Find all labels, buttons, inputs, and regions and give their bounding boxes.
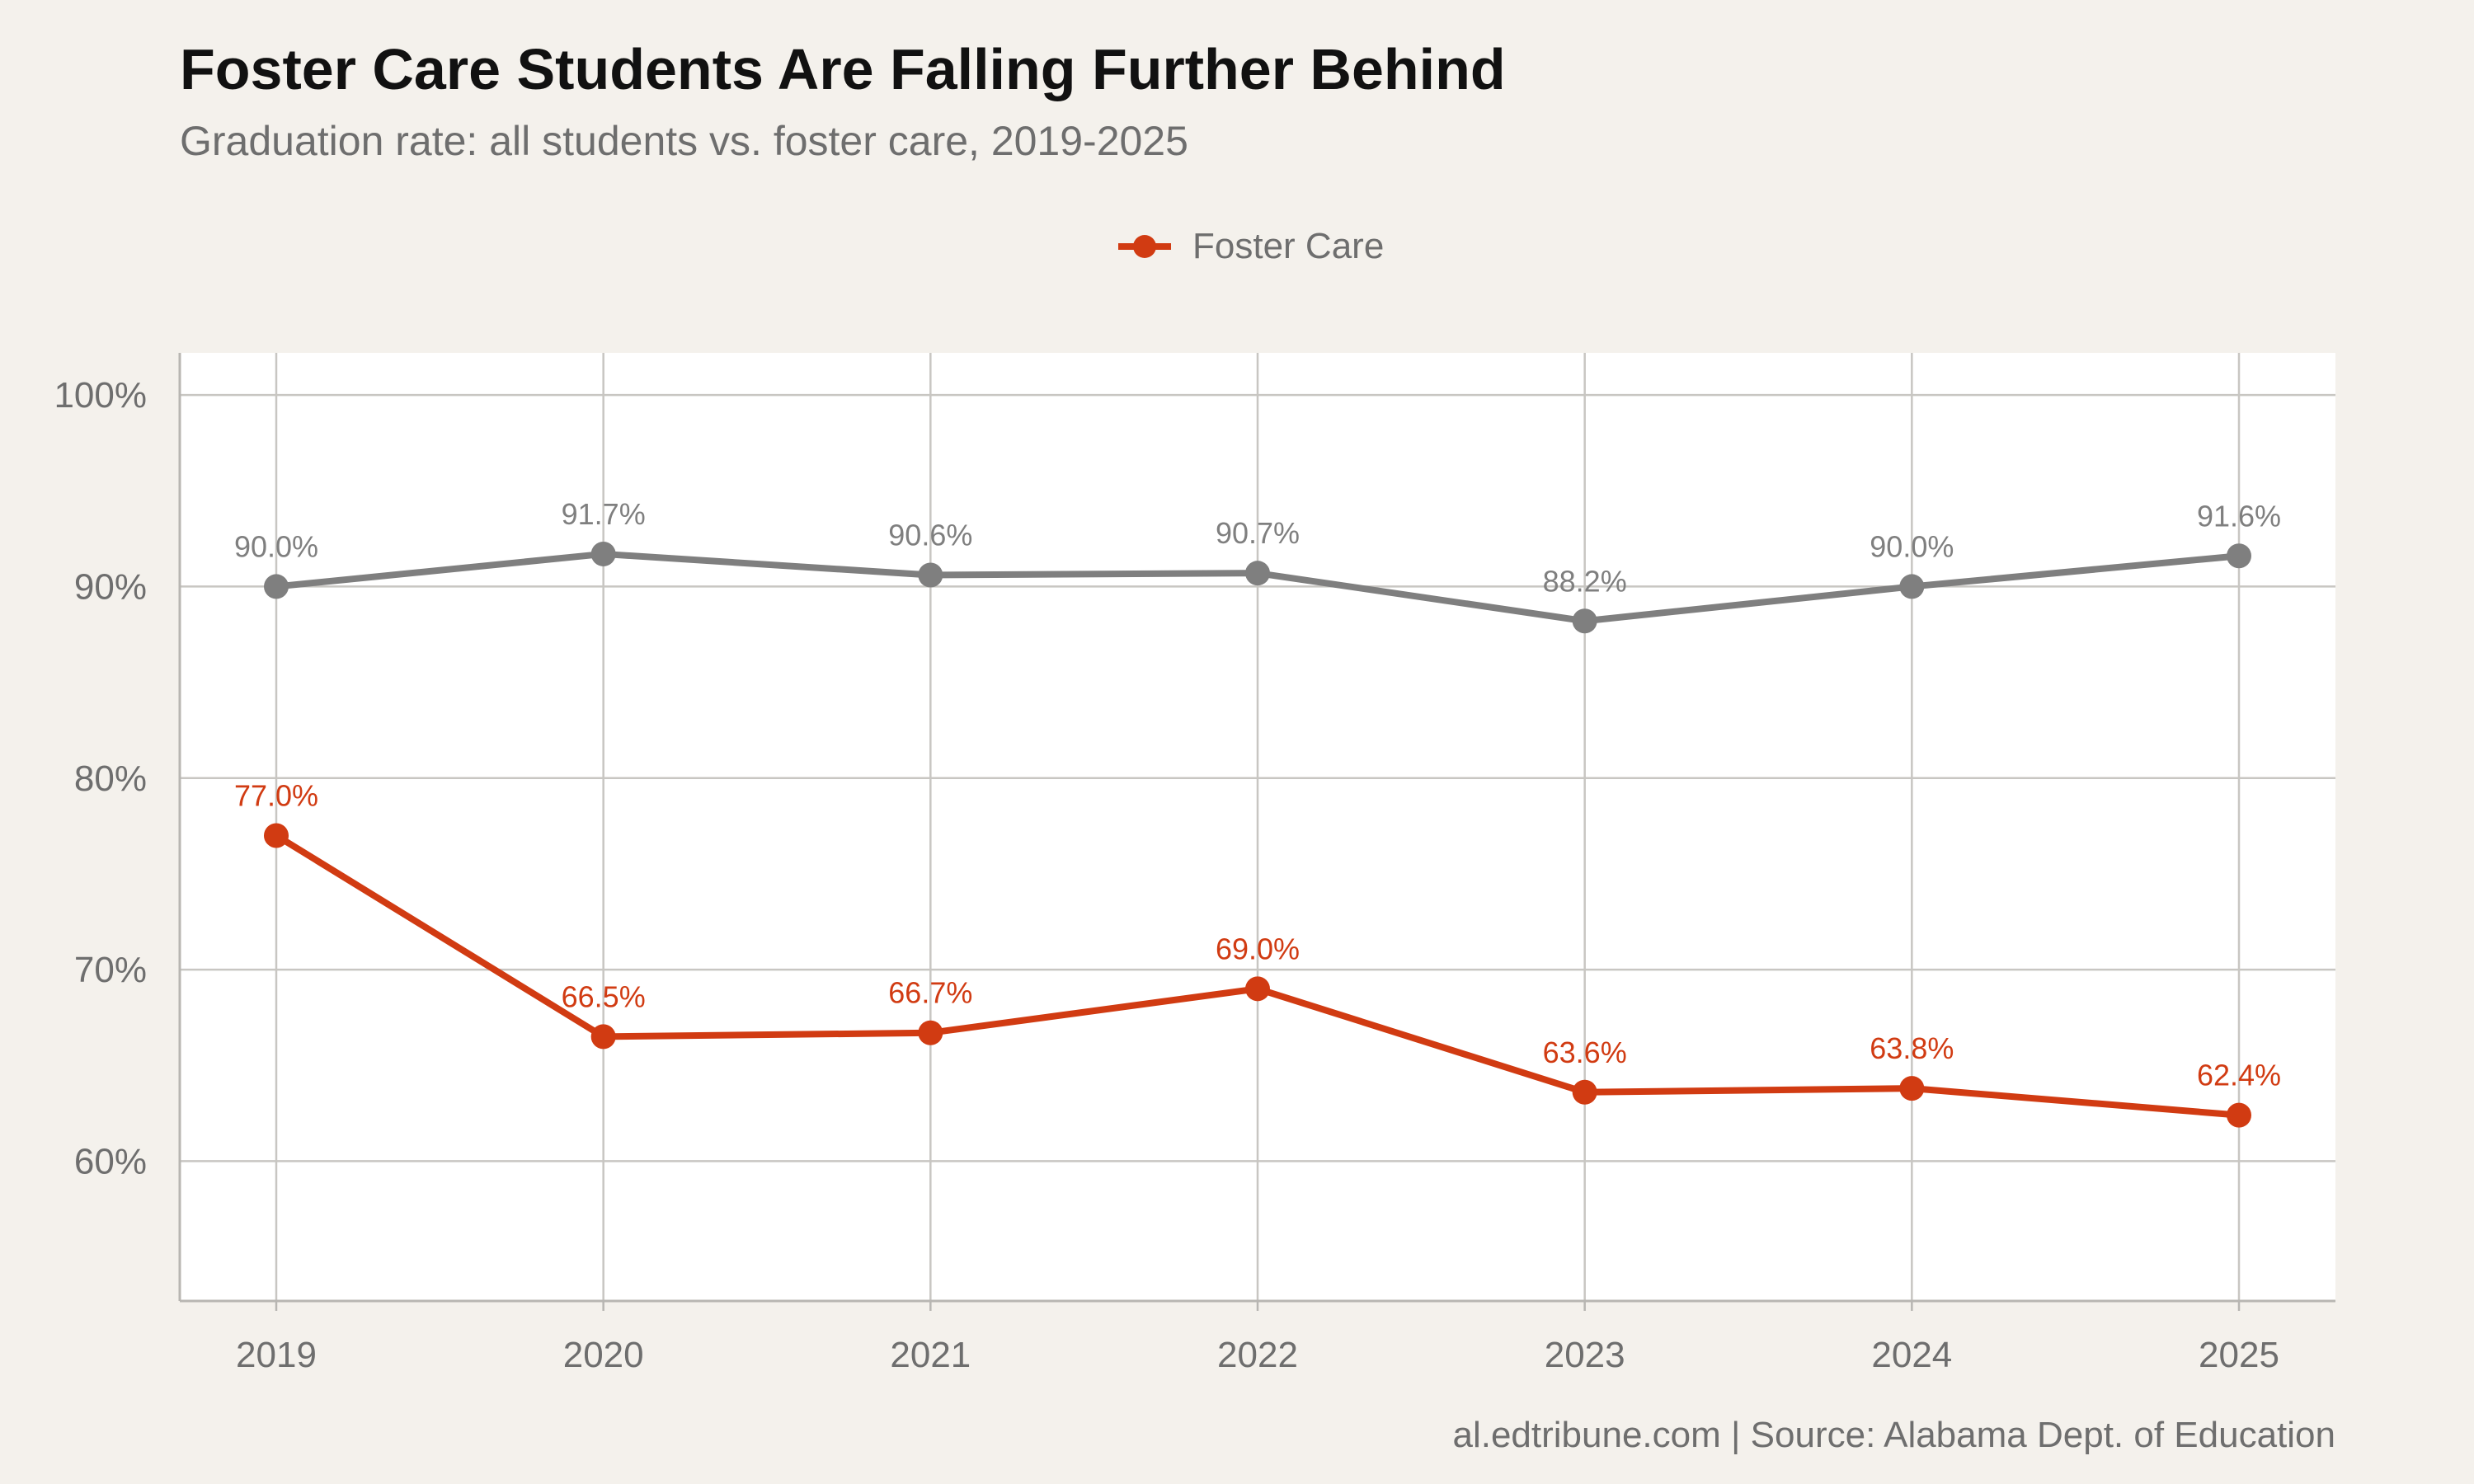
data-label-series-1-2023: 88.2% [1543,564,1627,598]
data-point-foster-care-2024 [1899,1076,1925,1101]
data-point-series-1-2021 [918,562,943,588]
data-point-foster-care-2022 [1245,976,1270,1002]
data-label-series-1-2021: 90.6% [888,518,972,552]
data-label-foster-care-2019: 77.0% [234,778,318,812]
data-label-foster-care-2021: 66.7% [888,976,972,1010]
chart-title: Foster Care Students Are Falling Further… [180,37,1506,101]
y-tick-label-90: 90% [74,566,147,607]
x-tick-label-2022: 2022 [1217,1335,1298,1375]
data-point-series-1-2019 [264,574,289,599]
data-label-foster-care-2025: 62.4% [2197,1059,2281,1092]
data-point-series-1-2020 [590,541,616,566]
legend: Foster Care [1118,226,1384,267]
data-label-foster-care-2024: 63.8% [1870,1031,1954,1065]
data-label-series-1-2019: 90.0% [234,529,318,563]
data-label-series-1-2022: 90.7% [1216,516,1300,550]
data-label-series-1-2024: 90.0% [1870,529,1954,563]
data-point-foster-care-2023 [1572,1079,1597,1105]
data-point-series-1-2023 [1572,608,1597,634]
data-label-series-1-2020: 91.7% [562,497,646,531]
data-point-series-1-2025 [2227,543,2251,569]
y-tick-label-100: 100% [54,375,147,416]
legend-label-foster-care: Foster Care [1192,226,1385,266]
x-tick-label-2020: 2020 [563,1335,644,1375]
data-label-foster-care-2020: 66.5% [562,979,646,1013]
data-point-foster-care-2025 [2227,1102,2251,1128]
x-tick-label-2019: 2019 [236,1335,317,1375]
y-tick-label-70: 70% [74,950,147,990]
x-tick-label-2023: 2023 [1545,1335,1625,1375]
data-point-foster-care-2020 [590,1024,616,1050]
source-caption: al.edtribune.com | Source: Alabama Dept.… [1452,1415,2335,1455]
data-label-foster-care-2022: 69.0% [1216,932,1300,965]
y-tick-label-60: 60% [74,1141,147,1181]
x-tick-label-2025: 2025 [2199,1335,2279,1375]
x-tick-label-2024: 2024 [1871,1335,1952,1375]
data-point-foster-care-2021 [918,1020,943,1045]
legend-key-foster-care [1118,235,1171,258]
data-point-series-1-2024 [1899,574,1925,599]
y-tick-label-80: 80% [74,758,147,799]
chart-subtitle: Graduation rate: all students vs. foster… [180,118,1188,164]
data-point-series-1-2022 [1245,561,1270,586]
data-label-foster-care-2023: 63.6% [1543,1036,1627,1069]
data-point-foster-care-2019 [264,823,289,848]
data-label-series-1-2025: 91.6% [2197,499,2281,533]
x-tick-label-2021: 2021 [890,1335,971,1375]
